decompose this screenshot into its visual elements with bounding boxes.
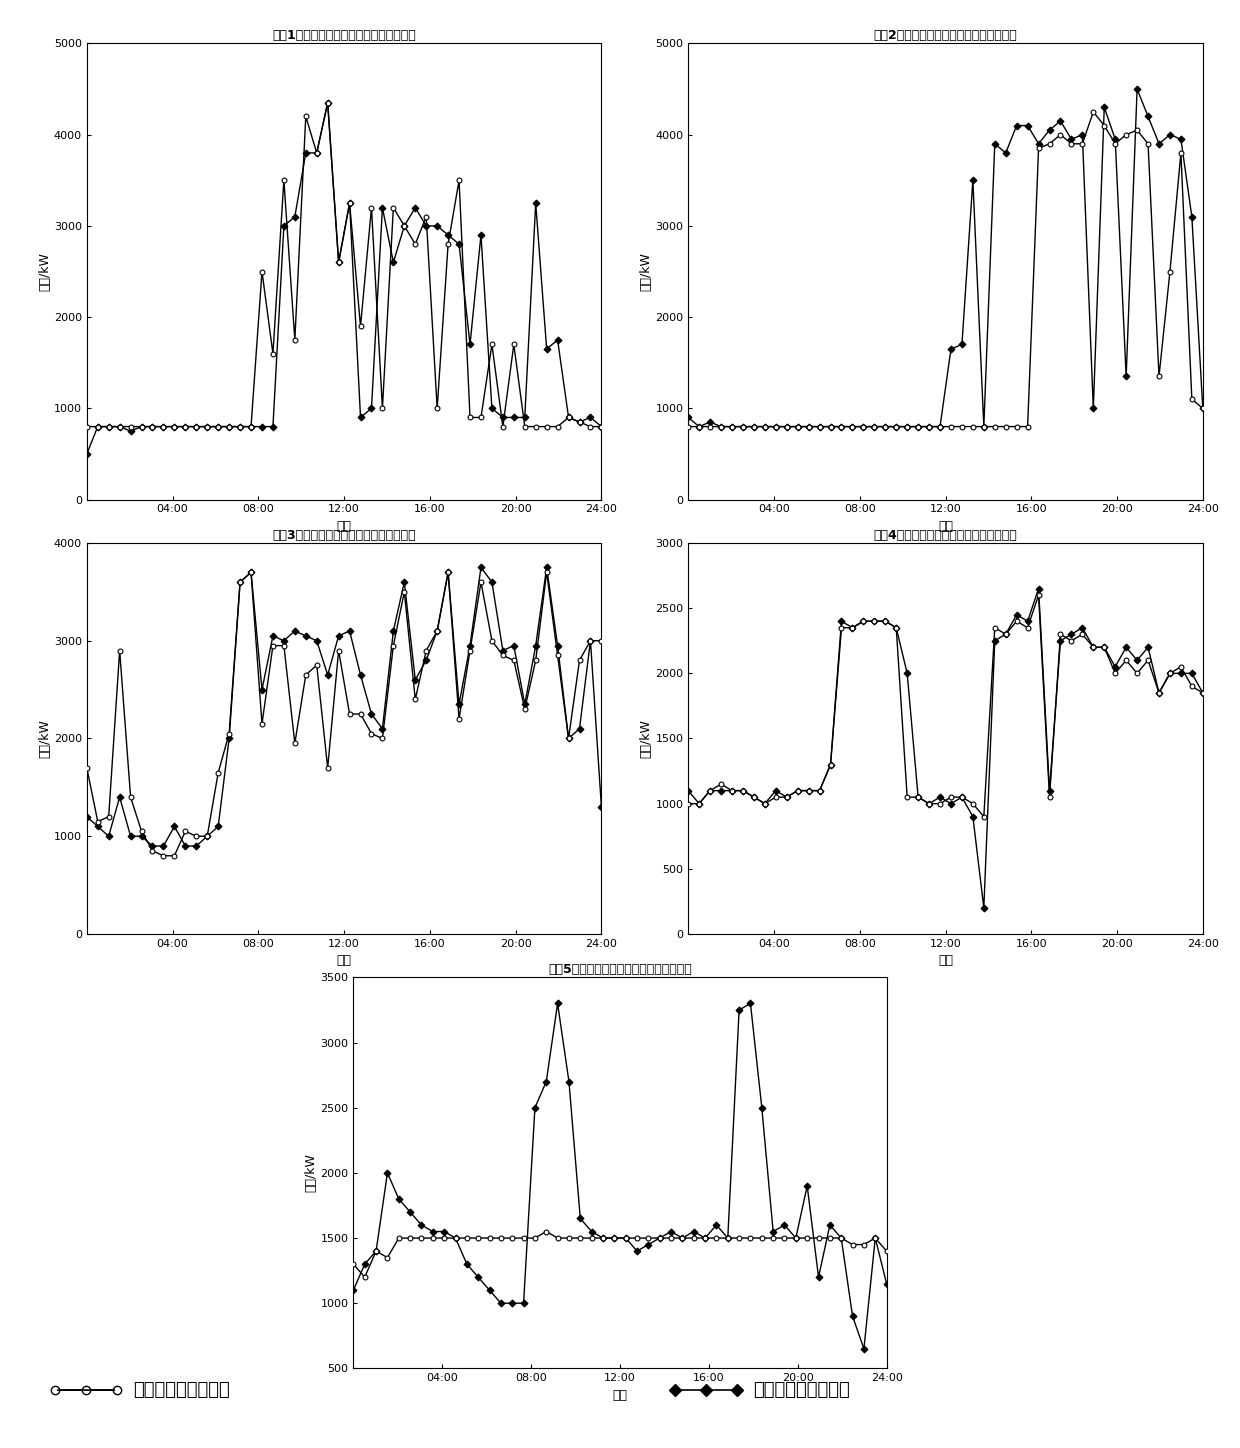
Title: 微癹3典型日负荷及风机出力功率预测曲线: 微癹3典型日负荷及风机出力功率预测曲线 [273, 529, 415, 542]
Y-axis label: 功率/kW: 功率/kW [640, 720, 652, 757]
Title: 微癹2典型日负荷及风机出力功率预测曲线: 微癹2典型日负荷及风机出力功率预测曲线 [874, 29, 1017, 42]
Y-axis label: 功率/kW: 功率/kW [640, 252, 652, 291]
Y-axis label: 功率/kW: 功率/kW [305, 1154, 317, 1192]
Text: 典型日负荷预测功率: 典型日负荷预测功率 [133, 1381, 229, 1399]
X-axis label: 时刻: 时刻 [937, 954, 954, 967]
Title: 微癹1典型日负荷及风机出力功率预测曲线: 微癹1典型日负荷及风机出力功率预测曲线 [273, 29, 415, 42]
X-axis label: 时刻: 时刻 [336, 520, 352, 533]
Text: 典型日风电预测功率: 典型日风电预测功率 [753, 1381, 849, 1399]
X-axis label: 时刻: 时刻 [937, 520, 954, 533]
Y-axis label: 功率/kW: 功率/kW [38, 720, 51, 757]
X-axis label: 时刻: 时刻 [613, 1389, 627, 1402]
Title: 微癹5典型日负荷及风机出力功率预测曲线: 微癹5典型日负荷及风机出力功率预测曲线 [548, 963, 692, 976]
X-axis label: 时刻: 时刻 [336, 954, 352, 967]
Y-axis label: 功率/kW: 功率/kW [38, 252, 51, 291]
Title: 微癹4典型日负荷及风机出力功率预测曲线: 微癹4典型日负荷及风机出力功率预测曲线 [874, 529, 1017, 542]
